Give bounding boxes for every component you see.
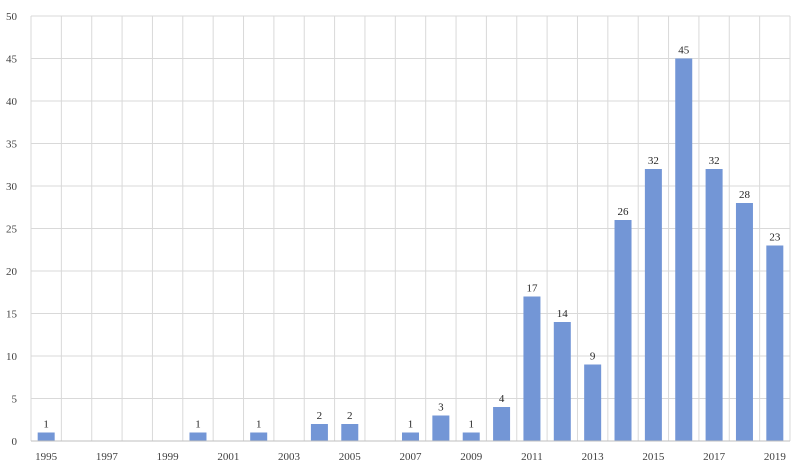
data-label: 32: [709, 155, 720, 167]
bar: [584, 364, 602, 441]
data-label: 17: [526, 283, 538, 295]
y-tick-label: 40: [6, 96, 18, 108]
data-label: 1: [408, 419, 414, 431]
bar: [37, 432, 55, 441]
data-label: 14: [557, 308, 569, 320]
y-tick-label: 20: [6, 266, 18, 278]
data-label: 23: [769, 232, 781, 244]
bar: [341, 424, 359, 441]
data-label: 32: [648, 155, 659, 167]
x-tick-label: 2001: [217, 451, 239, 463]
bar: [675, 58, 693, 441]
y-tick-label: 0: [12, 436, 18, 448]
bars: [37, 58, 784, 441]
data-label: 1: [468, 419, 474, 431]
data-label: 1: [43, 419, 49, 431]
x-tick-label: 1997: [96, 451, 119, 463]
x-tick-label: 2013: [582, 451, 605, 463]
bar: [189, 432, 207, 441]
y-tick-label: 30: [6, 181, 18, 193]
x-axis-ticks: 1995 1997 1999 2001 2003 2005 2007 2009 2011 2013…: [35, 451, 786, 463]
x-tick-label: 2011: [521, 451, 543, 463]
x-tick-label: 1995: [35, 451, 58, 463]
x-tick-label: 2015: [642, 451, 665, 463]
y-tick-label: 25: [6, 224, 18, 236]
bar: [735, 203, 753, 441]
data-label: 1: [256, 419, 262, 431]
x-tick-label: 2005: [339, 451, 362, 463]
y-tick-label: 10: [6, 351, 18, 363]
bar: [766, 245, 784, 441]
y-tick-label: 45: [6, 54, 18, 66]
x-tick-label: 2007: [400, 451, 423, 463]
bar: [493, 407, 511, 441]
x-tick-label: 2017: [703, 451, 726, 463]
bar: [250, 432, 268, 441]
data-label: 2: [347, 410, 353, 422]
bar: [614, 220, 632, 441]
bar: [705, 169, 723, 441]
data-label: 2: [317, 410, 323, 422]
data-label: 3: [438, 402, 444, 414]
bar: [553, 322, 571, 441]
data-label: 45: [678, 45, 690, 57]
y-tick-label: 15: [6, 309, 18, 321]
data-label: 28: [739, 189, 751, 201]
data-label: 9: [590, 351, 596, 363]
bar: [310, 424, 328, 441]
x-tick-label: 2019: [764, 451, 787, 463]
x-tick-label: 2003: [278, 451, 301, 463]
bar: [401, 432, 420, 441]
data-label: 1: [195, 419, 201, 431]
y-tick-label: 35: [6, 139, 18, 151]
x-tick-label: 2009: [460, 451, 483, 463]
data-label: 4: [499, 393, 505, 405]
x-tick-label: 1999: [157, 451, 180, 463]
data-label: 26: [618, 206, 630, 218]
bar: [462, 432, 480, 441]
y-tick-label: 50: [6, 11, 18, 23]
bar: [523, 296, 541, 441]
bar: [644, 169, 662, 441]
y-tick-label: 5: [12, 394, 18, 406]
grid-lines: [30, 15, 791, 441]
y-axis-ticks: 0 5 10 15 20 25 30 35 40 45 50: [6, 11, 18, 448]
bar: [432, 415, 450, 441]
